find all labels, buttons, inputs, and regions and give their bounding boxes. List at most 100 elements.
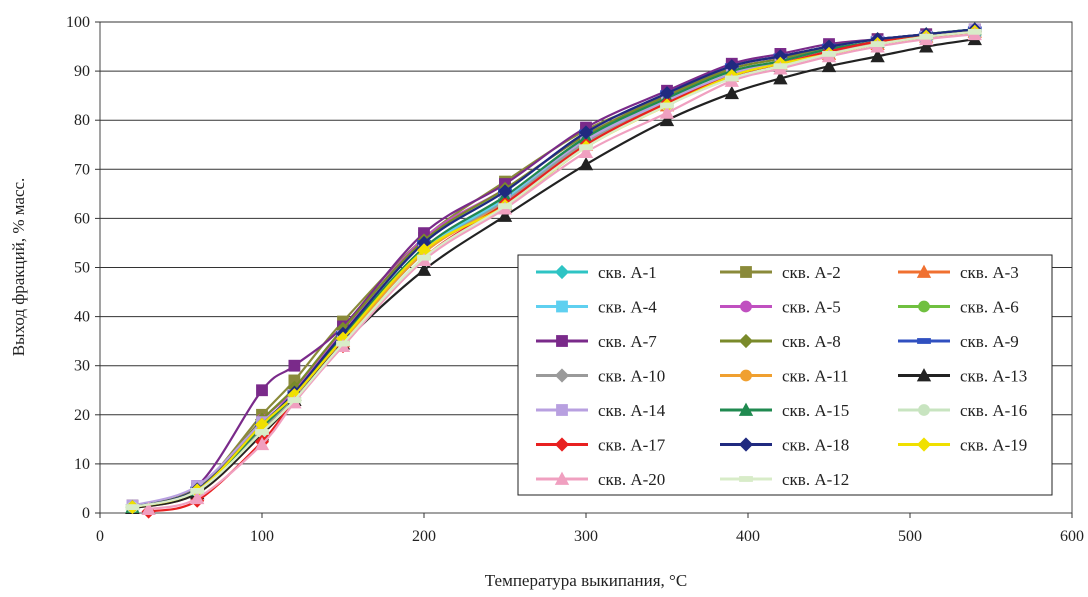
legend-label: скв. А-18 [782,436,849,455]
legend-label: скв. А-17 [598,436,666,455]
data-point [554,264,570,280]
data-point [125,504,140,511]
data-point [773,71,788,85]
data-point [336,340,350,347]
legend-item: скв. А-19 [898,436,1027,455]
data-point [554,437,570,452]
x-axis-ticks: 0 100 200 300 400 500 600 [96,513,1084,545]
data-point [738,333,754,349]
data-point [739,476,753,482]
data-point [660,102,674,109]
y-tick-label: 100 [66,14,90,31]
data-point [918,404,930,416]
data-point [659,105,675,119]
legend-label: скв. А-2 [782,263,841,282]
data-point [417,254,431,261]
legend-item: скв. А-1 [536,263,657,282]
legend-label: скв. А-4 [598,298,657,317]
y-tick-label: 10 [74,456,90,473]
data-point [554,471,570,485]
legend-label: скв. А-1 [598,263,657,282]
x-tick-label: 300 [574,528,598,545]
x-tick-label: 0 [96,528,104,545]
data-point [659,112,675,127]
data-point [919,39,934,53]
legend-item: скв. А-2 [720,263,841,282]
data-point [190,488,205,494]
data-point [190,490,205,505]
legend-item: скв. А-16 [898,401,1027,420]
y-tick-label: 90 [74,63,90,80]
series-line [148,30,975,513]
y-tick-label: 70 [74,161,90,178]
legend-label: скв. А-20 [598,470,665,489]
y-axis-label: Выход фракций, % масс. [9,178,28,357]
legend-label: скв. А-11 [782,367,849,386]
data-point [416,262,432,276]
legend: скв. А-1 скв. А-2 скв. А-3 скв. А-4 скв. А-5… [517,254,1053,496]
data-point [556,404,568,416]
legend-item: скв. А-13 [898,367,1027,386]
legend-item: скв. А-8 [720,332,841,351]
series-group [125,22,982,519]
legend-label: скв. А-3 [960,263,1019,282]
data-point [917,338,931,344]
y-tick-label: 20 [74,407,90,424]
series-line [148,33,975,511]
legend-label: скв. А-9 [960,332,1019,351]
legend-box [517,254,1053,496]
data-point [821,58,837,73]
legend-item: скв. А-9 [898,332,1019,351]
legend-item: скв. А-20 [536,470,665,489]
legend-label: скв. А-19 [960,436,1027,455]
legend-item: скв. А-4 [536,298,657,317]
legend-item: скв. А-3 [898,263,1019,282]
data-point [773,63,788,70]
data-point [578,157,594,171]
y-tick-label: 50 [74,260,90,277]
data-point [918,300,930,313]
legend-item: скв. А-6 [898,298,1019,317]
y-tick-label: 0 [82,505,90,522]
data-point [287,397,302,403]
y-tick-label: 40 [74,309,90,326]
legend-label: скв. А-10 [598,367,665,386]
series-line [132,30,975,509]
data-point [738,402,754,416]
data-point [497,184,513,199]
x-tick-label: 400 [736,528,760,545]
legend-label: скв. А-14 [598,401,666,420]
data-point [556,335,568,347]
data-point [497,208,513,222]
data-point [254,436,270,451]
data-point [578,144,594,159]
x-tick-label: 200 [412,528,436,545]
x-tick-label: 100 [250,528,274,545]
x-tick-label: 600 [1060,528,1084,545]
legend-label: скв. А-13 [960,367,1027,386]
y-tick-label: 30 [74,358,90,375]
data-point [870,49,885,63]
data-point [740,300,752,313]
data-point [822,51,836,57]
legend-label: скв. А-15 [782,401,849,420]
legend-item: скв. А-15 [720,401,849,420]
x-tick-label: 500 [898,528,922,545]
legend-item: скв. А-17 [536,436,666,455]
data-point [724,85,739,100]
series-line [132,28,975,509]
series-line [132,38,975,510]
data-point [554,368,570,383]
data-point [141,501,156,515]
legend-label: скв. А-8 [782,332,841,351]
data-point [919,33,934,40]
y-axis-ticks: 0 10 20 30 40 50 60 70 80 90 100 [66,14,100,522]
data-point [870,41,885,47]
legend-item: скв. А-10 [536,367,665,386]
data-point [578,125,594,140]
legend-label: скв. А-16 [960,401,1027,420]
legend-item: скв. А-12 [720,470,849,489]
data-point [916,368,932,382]
data-point [724,75,739,82]
data-point [579,144,593,151]
